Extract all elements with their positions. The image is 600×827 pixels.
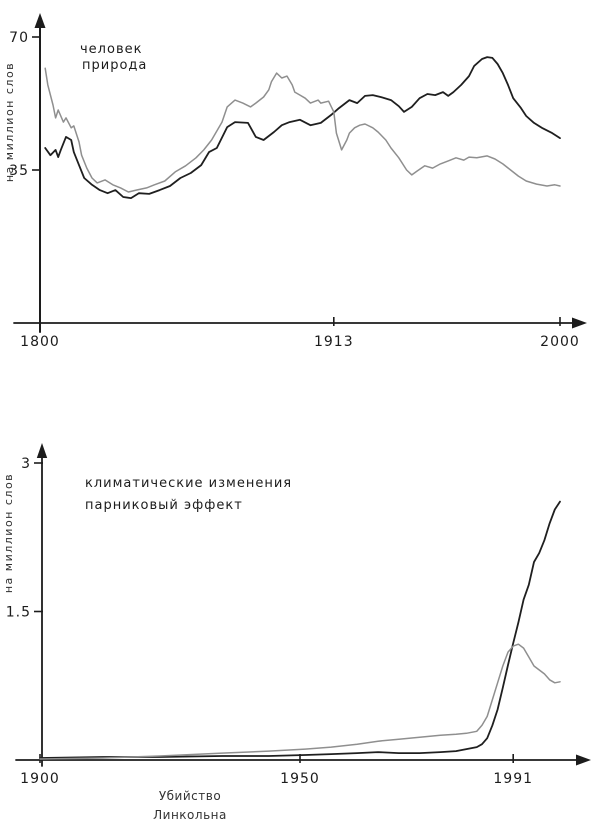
series-line-1 <box>44 67 561 193</box>
y-axis-arrow-icon <box>34 13 46 28</box>
x-tick-label: 2000 <box>540 334 580 350</box>
y-tick-label: 3 <box>21 456 31 472</box>
y-tick-label: 70 <box>9 30 29 46</box>
chart-climate-terms: на миллион слов климатические изменения … <box>2 443 591 822</box>
legend-label-climate-change: климатические изменения <box>85 476 292 491</box>
x-tick-label: 1900 <box>20 771 60 787</box>
y-axis-title: на миллион слов <box>2 473 15 593</box>
series-layer <box>44 56 561 200</box>
x-tick-label: 1913 <box>314 334 354 350</box>
annotation-lincoln-line1: Убийство <box>159 789 221 803</box>
x-axis-arrow-icon <box>572 317 587 329</box>
legend-label-greenhouse: парниковый эффект <box>85 498 243 513</box>
series-line-0 <box>39 500 561 759</box>
y-tick-label: 35 <box>9 163 29 179</box>
x-tick-label: 1950 <box>280 771 320 787</box>
x-axis-arrow-icon <box>576 754 591 766</box>
chart-words-people-nature: на миллион слов человек природа 1800 1913… <box>3 13 587 350</box>
annotation-lincoln-line2: Линкольна <box>153 808 227 822</box>
axis-ticks-layer: 1800 1913 2000 70 35 <box>9 30 580 350</box>
series-line-1 <box>39 643 561 760</box>
legend-label-priroda: природа <box>82 58 147 73</box>
y-tick-label: 1.5 <box>6 605 31 621</box>
legend-label-chelovek: человек <box>80 42 142 57</box>
series-line-0 <box>44 56 561 200</box>
y-axis-title: на миллион слов <box>3 62 16 182</box>
x-tick-label: 1991 <box>493 771 533 787</box>
y-axis-arrow-icon <box>36 443 48 458</box>
x-tick-label: 1800 <box>20 334 60 350</box>
series-layer <box>39 500 561 760</box>
